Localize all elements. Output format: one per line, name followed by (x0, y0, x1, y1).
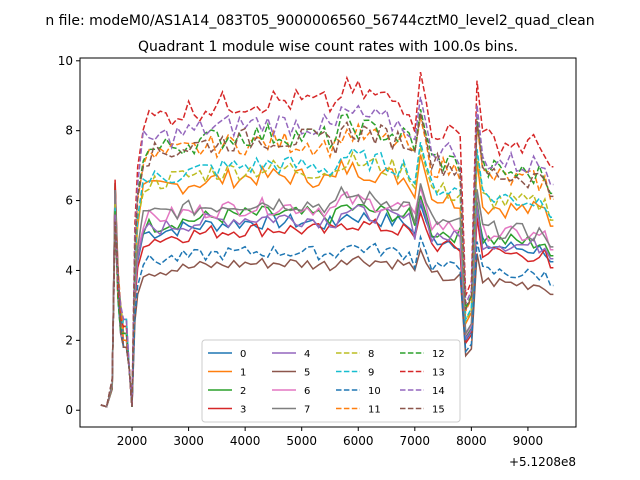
x-tick-label: 8000 (456, 434, 487, 448)
y-tick-label: 4 (65, 263, 73, 277)
y-tick-label: 10 (58, 54, 73, 68)
x-tick-label: 7000 (400, 434, 431, 448)
legend-label-10: 10 (368, 386, 381, 397)
legend-label-3: 3 (240, 405, 246, 416)
legend-label-9: 9 (368, 368, 374, 379)
legend-label-15: 15 (432, 405, 445, 416)
series-line-10 (100, 224, 554, 408)
x-tick-label: 2000 (117, 434, 148, 448)
figure-suptitle: n file: modeM0/AS1A14_083T05_9000006560_… (45, 13, 594, 29)
chart-title: Quadrant 1 module wise count rates with … (138, 39, 518, 55)
x-offset-text: +5.1208e8 (509, 455, 576, 469)
legend-label-8: 8 (368, 349, 374, 360)
series-line-9 (100, 142, 554, 408)
legend-label-2: 2 (240, 386, 246, 397)
x-tick-label: 3000 (173, 434, 204, 448)
legend-label-1: 1 (240, 368, 246, 379)
legend-label-11: 11 (368, 405, 381, 416)
legend-box (201, 339, 461, 423)
y-tick-label: 2 (65, 333, 73, 347)
x-tick-label: 6000 (343, 434, 374, 448)
legend-label-12: 12 (432, 349, 445, 360)
legend-label-6: 6 (304, 386, 310, 397)
legend-label-0: 0 (240, 349, 246, 360)
series-line-15 (100, 113, 554, 408)
series-line-7 (100, 183, 554, 408)
legend-label-14: 14 (432, 386, 445, 397)
plot-frame (79, 57, 577, 428)
legend-label-7: 7 (304, 405, 310, 416)
x-tick-label: 9000 (513, 434, 544, 448)
legend-label-13: 13 (432, 368, 445, 379)
legend-label-4: 4 (304, 349, 310, 360)
series-layer (100, 71, 554, 408)
y-tick-label: 0 (65, 403, 73, 417)
y-tick-label: 6 (65, 194, 73, 208)
legend-label-5: 5 (304, 368, 310, 379)
y-tick-label: 8 (65, 124, 73, 138)
series-line-5 (100, 217, 554, 408)
x-tick-label: 4000 (230, 434, 261, 448)
x-tick-label: 5000 (286, 434, 317, 448)
